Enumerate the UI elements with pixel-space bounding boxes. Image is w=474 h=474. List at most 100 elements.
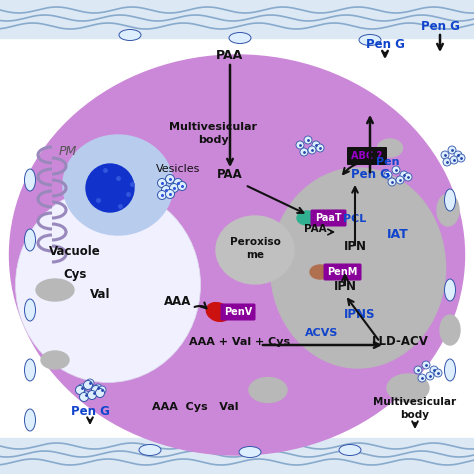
Circle shape <box>157 191 166 200</box>
Circle shape <box>316 144 324 152</box>
Circle shape <box>304 136 312 144</box>
Ellipse shape <box>377 139 402 157</box>
FancyBboxPatch shape <box>310 210 346 227</box>
Text: PAA: PAA <box>216 48 244 62</box>
Bar <box>0 0 474 38</box>
Circle shape <box>392 166 400 174</box>
FancyBboxPatch shape <box>220 303 255 320</box>
Text: AAA  Cys   Val: AAA Cys Val <box>152 402 238 412</box>
Circle shape <box>83 381 92 390</box>
Circle shape <box>296 141 304 149</box>
Ellipse shape <box>249 377 287 402</box>
Text: ACVS: ACVS <box>305 328 339 338</box>
Circle shape <box>86 379 94 387</box>
Ellipse shape <box>359 35 381 46</box>
Ellipse shape <box>206 302 230 321</box>
Bar <box>0 438 474 474</box>
Ellipse shape <box>239 447 261 457</box>
Circle shape <box>430 366 438 374</box>
Ellipse shape <box>271 168 446 368</box>
Circle shape <box>418 374 426 382</box>
Text: Cys: Cys <box>64 268 87 281</box>
Text: PM: PM <box>59 145 77 158</box>
Ellipse shape <box>310 265 330 279</box>
Circle shape <box>308 146 316 154</box>
Text: Pen G: Pen G <box>351 168 390 181</box>
Text: IPN: IPN <box>334 280 356 293</box>
Ellipse shape <box>229 33 251 44</box>
Text: body: body <box>401 410 429 420</box>
Circle shape <box>414 366 422 374</box>
Ellipse shape <box>9 55 465 455</box>
Text: Multivesicular: Multivesicular <box>169 122 257 132</box>
Circle shape <box>170 183 179 192</box>
Ellipse shape <box>445 189 456 211</box>
Ellipse shape <box>387 374 429 402</box>
Circle shape <box>86 164 134 212</box>
Ellipse shape <box>216 216 294 284</box>
Ellipse shape <box>41 351 69 369</box>
Circle shape <box>75 385 84 394</box>
Circle shape <box>98 386 106 394</box>
Circle shape <box>177 182 186 191</box>
Text: AAA + Val + Cys: AAA + Val + Cys <box>190 337 291 347</box>
Ellipse shape <box>36 279 74 301</box>
Ellipse shape <box>139 445 161 456</box>
Circle shape <box>396 176 404 184</box>
Text: PAA: PAA <box>217 168 243 181</box>
Circle shape <box>88 391 97 400</box>
Circle shape <box>422 361 430 369</box>
Circle shape <box>441 151 449 159</box>
Circle shape <box>426 372 434 380</box>
Ellipse shape <box>63 135 173 235</box>
Ellipse shape <box>25 359 36 381</box>
Circle shape <box>82 391 90 399</box>
Circle shape <box>448 146 456 154</box>
FancyBboxPatch shape <box>323 264 362 281</box>
Circle shape <box>162 185 171 194</box>
Ellipse shape <box>25 299 36 321</box>
Ellipse shape <box>445 279 456 301</box>
Text: PAA: PAA <box>304 224 326 234</box>
Circle shape <box>404 173 412 181</box>
Circle shape <box>443 158 451 166</box>
Text: IPNS: IPNS <box>344 308 376 321</box>
Circle shape <box>400 171 408 179</box>
Text: ABC ?: ABC ? <box>351 151 383 161</box>
Text: Pen G: Pen G <box>420 20 459 33</box>
Text: Vacuole: Vacuole <box>49 245 101 258</box>
Text: Vesicles: Vesicles <box>156 164 200 174</box>
Circle shape <box>388 178 396 186</box>
Circle shape <box>157 179 166 188</box>
Ellipse shape <box>16 188 201 383</box>
Text: LLD-ACV: LLD-ACV <box>372 335 428 348</box>
Text: IAT: IAT <box>387 228 409 241</box>
Text: Pen G: Pen G <box>365 38 404 51</box>
Circle shape <box>384 171 392 179</box>
Circle shape <box>90 389 98 397</box>
FancyBboxPatch shape <box>347 147 387 165</box>
Circle shape <box>457 154 465 162</box>
Circle shape <box>91 385 100 394</box>
Ellipse shape <box>25 409 36 431</box>
Circle shape <box>95 389 104 398</box>
Text: Peroxiso: Peroxiso <box>229 237 281 247</box>
Text: me: me <box>246 250 264 260</box>
Text: Pen G: Pen G <box>71 405 109 418</box>
Ellipse shape <box>297 211 317 225</box>
Text: PCL: PCL <box>343 214 366 224</box>
Ellipse shape <box>25 169 36 191</box>
Text: Pen: Pen <box>376 157 400 167</box>
Ellipse shape <box>339 445 361 456</box>
Ellipse shape <box>437 194 459 226</box>
Text: AAA: AAA <box>164 295 191 308</box>
Text: PenM: PenM <box>327 267 357 277</box>
Text: Multivesicular: Multivesicular <box>374 397 456 407</box>
Circle shape <box>173 179 182 188</box>
Circle shape <box>78 384 86 392</box>
Text: PaaT: PaaT <box>315 213 341 223</box>
Ellipse shape <box>440 315 460 345</box>
Circle shape <box>80 392 89 401</box>
Circle shape <box>434 369 442 377</box>
Circle shape <box>94 384 102 392</box>
